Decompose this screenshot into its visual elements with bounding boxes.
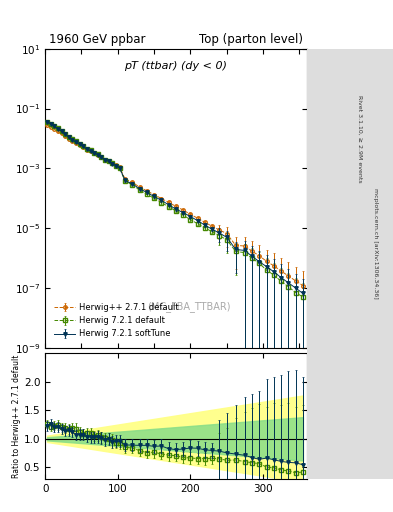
Text: mcplots.cern.ch [arXiv:1306.34.36]: mcplots.cern.ch [arXiv:1306.34.36] — [373, 188, 378, 298]
Text: Rivet 3.1.10, ≥ 2.9M events: Rivet 3.1.10, ≥ 2.9M events — [357, 95, 362, 182]
Text: 1960 GeV ppbar: 1960 GeV ppbar — [49, 33, 146, 46]
Text: pT (ttbar) (dy < 0): pT (ttbar) (dy < 0) — [124, 60, 228, 71]
Legend: Herwig++ 2.7.1 default, Herwig 7.2.1 default, Herwig 7.2.1 softTune: Herwig++ 2.7.1 default, Herwig 7.2.1 def… — [52, 301, 181, 341]
Text: Top (parton level): Top (parton level) — [198, 33, 303, 46]
Text: (MC_FBA_TTBAR): (MC_FBA_TTBAR) — [147, 301, 231, 312]
Y-axis label: Ratio to Herwig++ 2.7.1 default: Ratio to Herwig++ 2.7.1 default — [12, 354, 21, 478]
